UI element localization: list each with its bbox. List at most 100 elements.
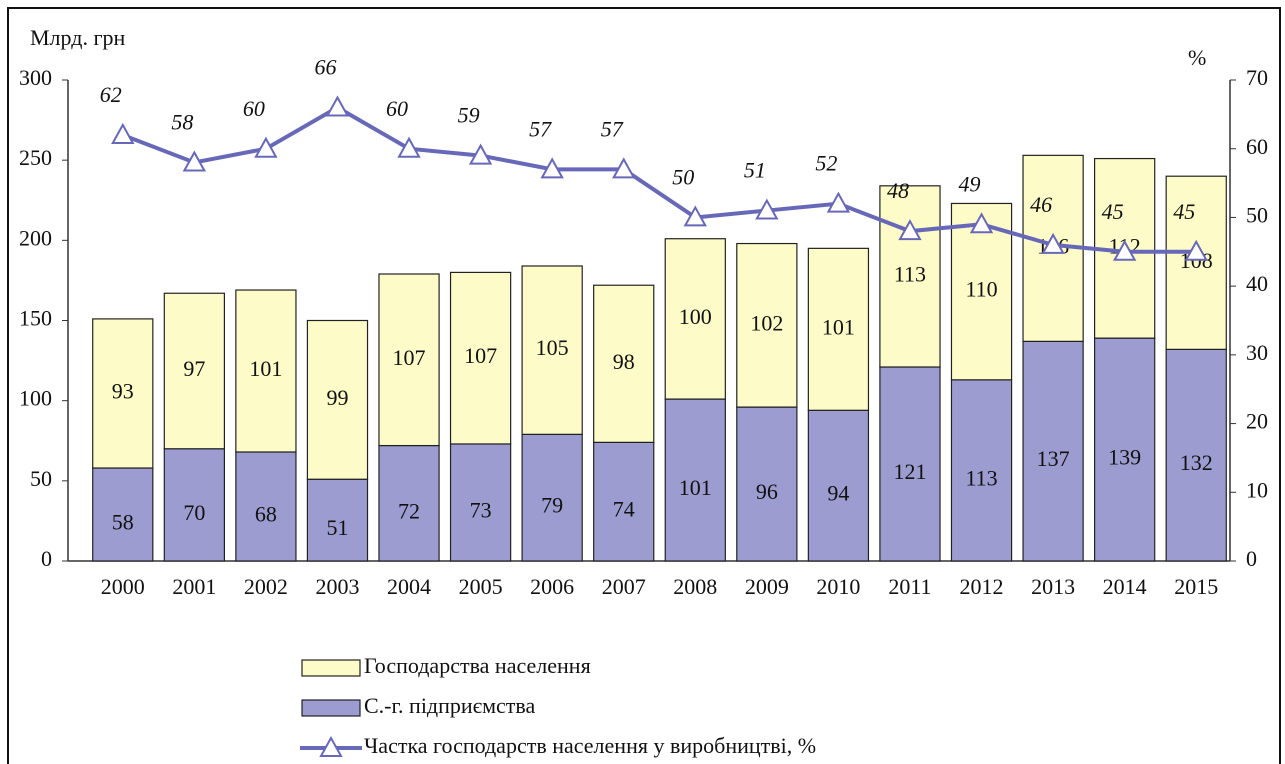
data-label: 74: [613, 497, 635, 522]
line-data-label: 49: [959, 171, 981, 196]
line-marker: [182, 150, 207, 172]
bar-segment: [664, 398, 726, 562]
data-label: 113: [894, 261, 926, 286]
data-label: 101: [249, 356, 282, 381]
y-axis-label: Млрд. грн: [30, 25, 125, 50]
data-label: 121: [893, 459, 926, 484]
y-tick-label: 100: [19, 386, 52, 411]
y-tick-label: 250: [19, 145, 52, 170]
bar-segment: [736, 242, 798, 408]
line-data-label: 45: [1173, 199, 1195, 224]
line-marker: [1041, 232, 1065, 254]
data-label: 107: [393, 345, 426, 370]
bar-segment: [92, 318, 154, 469]
x-tick-label: 2012: [960, 574, 1004, 599]
x-tick-label: 2010: [816, 574, 860, 599]
x-tick-label: 2006: [530, 574, 574, 599]
line-data-label: 60: [386, 96, 408, 121]
x-tick-label: 2001: [172, 574, 216, 599]
data-label: 51: [326, 515, 348, 540]
data-label: 97: [183, 356, 205, 381]
x-tick-label: 2005: [459, 574, 503, 599]
x-tick-label: 2004: [387, 574, 431, 599]
bar-segment: [807, 247, 870, 411]
x-tick-label: 2007: [602, 574, 646, 599]
y2-tick-label: 40: [1246, 271, 1268, 296]
bar-segment: [1165, 175, 1227, 350]
legend-label: Господарства населення: [364, 653, 591, 678]
x-tick-label: 2011: [888, 574, 931, 599]
line-data-label: 46: [1030, 192, 1052, 217]
legend-swatch: [301, 699, 361, 717]
data-label: 101: [679, 475, 712, 500]
data-label: 137: [1037, 446, 1070, 471]
line-marker: [755, 198, 779, 220]
x-tick-label: 2013: [1031, 574, 1075, 599]
bar-segment: [306, 478, 369, 562]
data-label: 132: [1180, 450, 1213, 475]
y2-tick-label: 10: [1246, 477, 1268, 502]
data-label: 73: [470, 498, 492, 523]
data-label: 98: [613, 349, 635, 374]
line-marker: [111, 122, 135, 144]
line-marker: [397, 136, 421, 158]
x-tick-label: 2003: [315, 574, 359, 599]
bar-segment: [521, 433, 583, 562]
data-label: 58: [112, 510, 134, 535]
y-tick-label: 0: [41, 546, 52, 571]
line-marker: [683, 205, 707, 227]
line-marker: [612, 157, 636, 179]
bar-segment: [449, 271, 512, 445]
data-label: 93: [112, 378, 134, 403]
line-data-label: 57: [529, 116, 552, 141]
y-tick-label: 200: [19, 225, 52, 250]
line-data-label: 52: [815, 151, 837, 176]
line-data-label: 60: [243, 96, 265, 121]
line-data-label: 62: [100, 82, 122, 107]
bar-segment: [879, 185, 941, 368]
line-data-label: 66: [314, 55, 336, 80]
data-label: 101: [822, 314, 855, 339]
x-tick-label: 2002: [244, 574, 288, 599]
bar-segment: [235, 289, 297, 453]
data-label: 79: [541, 493, 563, 518]
bar-segment: [163, 448, 226, 562]
line-data-label: 59: [458, 103, 480, 128]
bar-segment: [378, 273, 440, 447]
line-marker: [1112, 239, 1137, 261]
legend-marker: [319, 735, 343, 757]
line-series: [122, 105, 1197, 254]
x-tick-label: 2000: [101, 574, 145, 599]
data-label: 105: [536, 335, 569, 360]
y2-tick-label: 30: [1246, 340, 1268, 365]
line-marker: [969, 212, 994, 234]
legend-swatch: [301, 659, 361, 677]
x-tick-label: 2015: [1174, 574, 1218, 599]
line-data-label: 50: [672, 164, 694, 189]
bar-segment: [449, 443, 512, 562]
bar-segment: [664, 238, 726, 400]
bar-segment: [521, 265, 583, 435]
line-marker: [540, 157, 564, 179]
data-label: 110: [965, 277, 997, 302]
y2-tick-label: 50: [1246, 202, 1268, 227]
data-label: 113: [965, 465, 997, 490]
line-marker: [468, 143, 493, 165]
data-label: 102: [750, 310, 783, 335]
line-data-label: 58: [171, 110, 193, 135]
line-marker: [1184, 239, 1208, 261]
bar-segment: [306, 319, 369, 480]
bar-segment: [378, 444, 440, 562]
line-data-label: 48: [887, 178, 909, 203]
y2-tick-label: 0: [1246, 546, 1257, 571]
bar-segment: [736, 406, 798, 562]
line-marker: [898, 219, 922, 241]
legend-label: С.-г. підприємства: [364, 693, 536, 718]
line-data-label: 51: [744, 158, 766, 183]
y2-tick-label: 70: [1246, 65, 1268, 90]
bar-segment: [235, 451, 297, 562]
data-label: 99: [326, 385, 348, 410]
x-tick-label: 2008: [673, 574, 717, 599]
data-label: 70: [183, 500, 205, 525]
